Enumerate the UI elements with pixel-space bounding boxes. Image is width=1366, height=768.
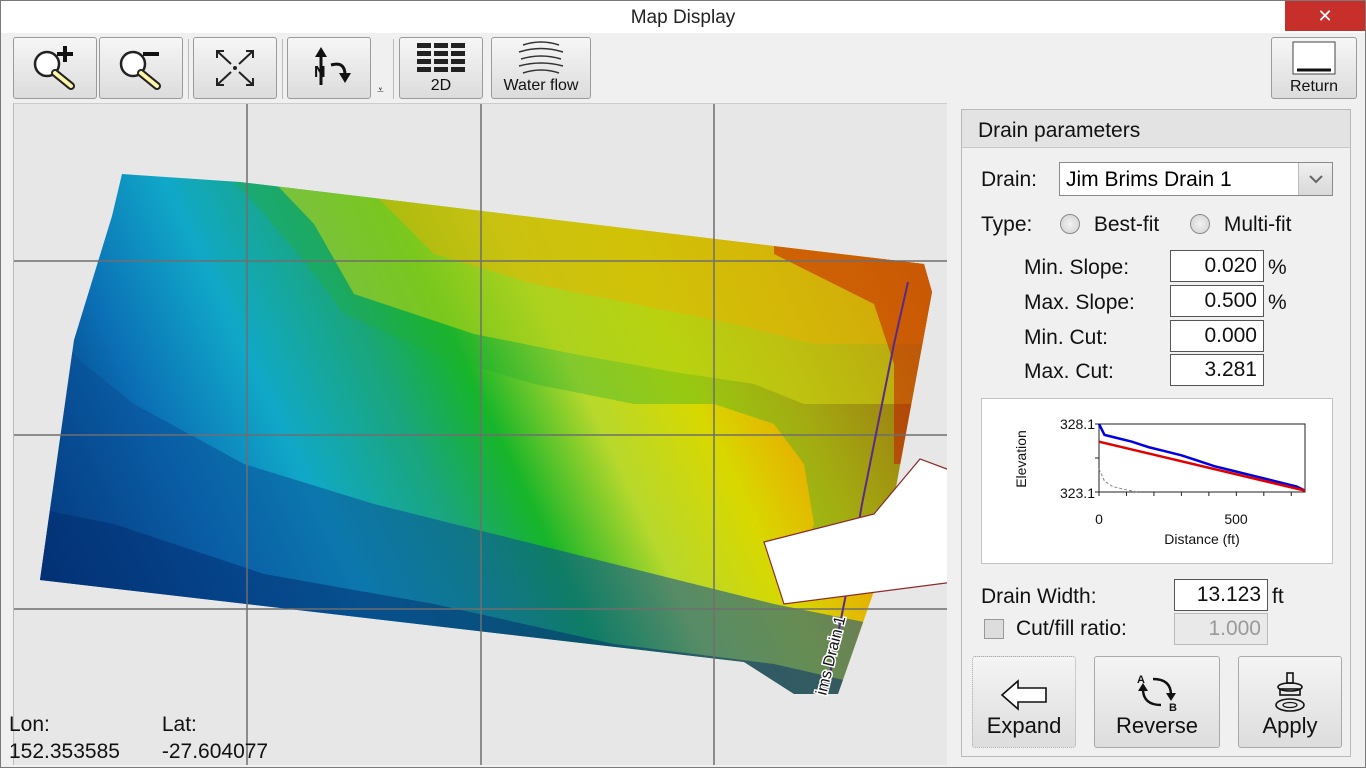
min-cut-label: Min. Cut: xyxy=(1024,326,1109,349)
max-slope-input[interactable]: 0.500 xyxy=(1170,285,1264,317)
y-axis-label: Elevation xyxy=(1013,430,1029,488)
apply-button[interactable]: Apply xyxy=(1238,656,1342,748)
lon-label: Lon: xyxy=(9,713,50,736)
north-rotate-icon: N xyxy=(314,47,351,85)
x-tick-label-500: 500 xyxy=(1224,511,1248,527)
zoom-in-icon xyxy=(33,46,75,90)
multi-fit-radio[interactable] xyxy=(1190,214,1210,234)
water-flow-icon xyxy=(518,41,564,74)
return-button[interactable]: Return xyxy=(1271,37,1357,99)
type-label: Type: xyxy=(981,213,1033,236)
coordinate-readout: Lon: 152.353585 Lat: -27.604077 xyxy=(9,711,278,765)
drain-width-input[interactable]: 13.123 xyxy=(1174,579,1268,611)
drain-select-value: Jim Brims Drain 1 xyxy=(1066,168,1232,191)
best-fit-label: Best-fit xyxy=(1093,213,1160,236)
expand-button[interactable]: Expand xyxy=(972,656,1076,748)
zoom-extents-icon xyxy=(216,50,254,86)
x-axis-label: Distance (ft) xyxy=(1164,531,1239,547)
multi-fit-label: Multi-fit xyxy=(1223,213,1292,236)
reverse-label: Reverse xyxy=(1116,713,1198,738)
callout-arrow-icon xyxy=(763,458,947,605)
cutfill-checkbox[interactable] xyxy=(984,619,1004,639)
chart-series-line-0 xyxy=(1097,423,1306,492)
arrow-left-icon xyxy=(1000,679,1047,711)
lat-value: -27.604077 xyxy=(161,740,269,763)
type-best-fit-option[interactable]: Best-fit xyxy=(1060,213,1159,237)
title-bar: Map Display ✕ xyxy=(1,1,1365,33)
zoom-out-button[interactable] xyxy=(99,37,183,99)
rotate-north-button[interactable]: N xyxy=(287,37,371,99)
chart-series-group xyxy=(1097,423,1306,493)
reverse-direction-icon: A B xyxy=(1137,674,1177,713)
profile-chart: 328.1 323.1 0 500 Distance (ft) Elevatio… xyxy=(981,398,1333,564)
drain-width-label: Drain Width: xyxy=(981,585,1097,608)
drain-parameters-panel: Drain parameters Drain: Jim Brims Drain … xyxy=(961,109,1351,757)
expand-label: Expand xyxy=(986,713,1062,738)
apply-label: Apply xyxy=(1262,713,1318,738)
reverse-button[interactable]: A B Reverse xyxy=(1094,656,1220,748)
drain-select[interactable]: Jim Brims Drain 1 xyxy=(1059,162,1333,196)
return-label: Return xyxy=(1289,78,1339,95)
svg-text:N: N xyxy=(314,64,326,81)
max-cut-input[interactable]: 3.281 xyxy=(1170,354,1264,386)
map-view[interactable]: ims Drain 1 xyxy=(13,103,947,765)
svg-text:B: B xyxy=(1169,702,1177,713)
toolbar: N ⩡ 2D xyxy=(1,33,1365,103)
profile-chart-svg: 328.1 323.1 0 500 Distance (ft) Elevatio… xyxy=(1013,416,1306,547)
min-cut-input[interactable]: 0.000 xyxy=(1170,320,1264,352)
chart-series-line-2 xyxy=(1098,468,1138,493)
max-slope-label: Max. Slope: xyxy=(1024,291,1135,314)
elevation-map[interactable]: ims Drain 1 xyxy=(14,104,947,765)
grid-2d-icon xyxy=(417,43,465,72)
cutfill-label: Cut/fill ratio: xyxy=(1016,617,1127,640)
chevron-down-icon[interactable] xyxy=(1298,163,1332,195)
2d-view-label: 2D xyxy=(430,77,452,94)
map-grid xyxy=(14,104,947,765)
apply-stamp-icon xyxy=(1275,672,1305,712)
chart-ticks xyxy=(1095,423,1292,496)
cutfill-input: 1.000 xyxy=(1174,613,1268,645)
zoom-extents-button[interactable] xyxy=(193,37,277,99)
drain-label: Drain: xyxy=(981,168,1038,191)
drain-width-unit: ft xyxy=(1272,585,1284,608)
window-title: Map Display xyxy=(630,7,736,28)
panel-title: Drain parameters xyxy=(962,110,1350,148)
y-tick-label-top: 328.1 xyxy=(1060,416,1095,432)
lon-value: 152.353585 xyxy=(9,740,120,763)
max-cut-label: Max. Cut: xyxy=(1024,360,1114,383)
water-flow-button[interactable]: Water flow xyxy=(491,37,591,99)
lat-label: Lat: xyxy=(161,713,197,736)
svg-text:A: A xyxy=(1137,674,1145,686)
toolbar-overflow-icon[interactable]: ⩡ xyxy=(377,83,384,97)
zoom-out-icon xyxy=(119,50,161,90)
close-button[interactable]: ✕ xyxy=(1285,1,1365,31)
x-tick-label-0: 0 xyxy=(1095,511,1103,527)
water-flow-label: Water flow xyxy=(503,77,579,94)
min-slope-input[interactable]: 0.020 xyxy=(1170,250,1264,282)
best-fit-radio[interactable] xyxy=(1060,214,1080,234)
type-multi-fit-option[interactable]: Multi-fit xyxy=(1190,213,1292,237)
min-slope-unit: % xyxy=(1268,256,1287,279)
max-slope-unit: % xyxy=(1268,291,1287,314)
zoom-in-button[interactable] xyxy=(13,37,97,99)
return-icon xyxy=(1292,41,1336,75)
2d-view-button[interactable]: 2D xyxy=(399,37,483,99)
y-tick-label-bottom: 323.1 xyxy=(1060,485,1095,501)
chart-series-line-1 xyxy=(1098,440,1306,492)
min-slope-label: Min. Slope: xyxy=(1024,256,1130,279)
